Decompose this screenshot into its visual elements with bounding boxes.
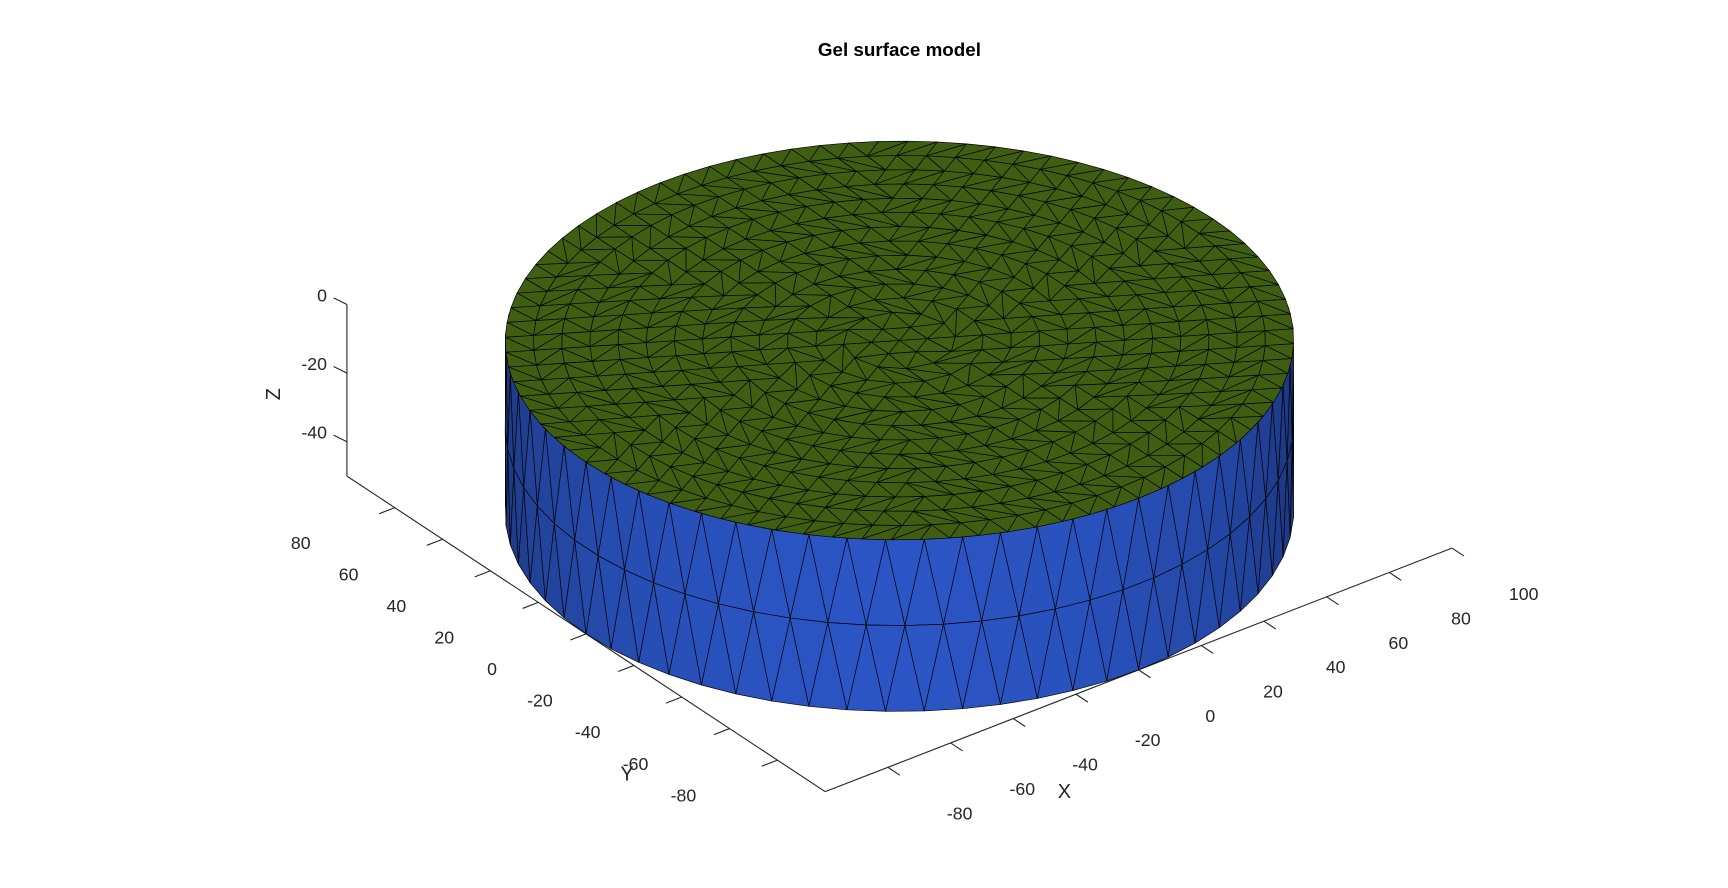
x-tick xyxy=(1263,620,1277,630)
z-tick-label: 0 xyxy=(317,285,327,305)
side-face xyxy=(1138,577,1169,671)
y-tick xyxy=(713,728,730,736)
side-face xyxy=(1289,441,1294,538)
y-tick-label: 0 xyxy=(487,659,497,679)
side-face xyxy=(885,625,925,712)
x-tick-label: -60 xyxy=(1010,779,1036,799)
top-face xyxy=(1122,238,1141,267)
z-axis-label: Z xyxy=(263,388,285,400)
side-face xyxy=(923,623,963,712)
side-face xyxy=(1000,615,1038,705)
y-tick-label: 20 xyxy=(434,628,454,648)
top-face xyxy=(1078,256,1096,284)
side-face xyxy=(1194,549,1220,644)
y-tick xyxy=(522,601,539,609)
x-tick-label: 0 xyxy=(1205,706,1215,726)
top-face xyxy=(943,308,957,338)
side-face xyxy=(1072,599,1108,691)
y-tick xyxy=(761,759,778,767)
x-tick xyxy=(1326,596,1339,606)
top-face xyxy=(1001,287,1035,304)
y-tick-label: 40 xyxy=(387,596,407,616)
top-face xyxy=(1136,235,1169,252)
x-tick-label: 20 xyxy=(1263,682,1283,702)
top-face xyxy=(909,322,945,339)
z-tick xyxy=(333,365,348,374)
x-tick xyxy=(1138,669,1151,679)
x-tick-label: 40 xyxy=(1326,657,1346,677)
side-face xyxy=(1282,461,1291,558)
top-face xyxy=(1180,218,1214,234)
y-tick xyxy=(618,664,635,673)
x-tick xyxy=(950,742,963,752)
side-face xyxy=(1257,498,1273,595)
z-tick xyxy=(333,297,348,305)
x-tick xyxy=(1451,547,1465,557)
side-face xyxy=(1167,564,1196,658)
x-axis-label: X xyxy=(1058,781,1071,803)
top-face xyxy=(1033,273,1050,302)
y-tick-label: 60 xyxy=(339,564,359,584)
x-tick-label: -20 xyxy=(1135,730,1161,750)
x-tick-label: 60 xyxy=(1388,633,1408,653)
x-tick xyxy=(1075,693,1089,703)
side-face xyxy=(1239,516,1259,612)
y-tick xyxy=(378,507,395,515)
top-face xyxy=(1167,221,1186,249)
z-tick-label: -20 xyxy=(301,354,327,374)
y-tick xyxy=(570,633,587,641)
y-axis-label: Y xyxy=(620,763,633,785)
x-tick-label: -40 xyxy=(1072,755,1098,775)
side-face xyxy=(1037,608,1074,699)
chart-title: Gel surface model xyxy=(818,39,981,60)
side-face xyxy=(962,620,1001,709)
y-tick-label: -20 xyxy=(527,691,553,711)
y-tick xyxy=(474,570,491,578)
z-tick-label: -40 xyxy=(301,423,327,443)
y-tick-label: 80 xyxy=(291,533,311,553)
y-tick-label: -40 xyxy=(575,722,601,742)
side-face xyxy=(1218,533,1241,629)
top-face xyxy=(956,305,990,321)
x-tick xyxy=(1012,718,1026,727)
top-face xyxy=(1046,270,1079,286)
y-tick xyxy=(665,696,682,704)
x-tick-label: 100 xyxy=(1509,584,1539,604)
x-tick-label: -80 xyxy=(947,803,973,823)
top-face xyxy=(988,290,1004,319)
y-tick-label: -80 xyxy=(671,785,697,805)
side-face xyxy=(1106,589,1139,682)
x-tick xyxy=(887,766,901,776)
x-tick xyxy=(1388,571,1402,581)
y-tick xyxy=(426,538,443,546)
y-tick-label: -60 xyxy=(623,754,649,774)
x-tick xyxy=(1200,645,1214,654)
side-face xyxy=(1272,480,1284,576)
z-tick xyxy=(333,434,348,443)
top-face xyxy=(1091,253,1124,269)
x-tick-label: 80 xyxy=(1451,608,1471,628)
